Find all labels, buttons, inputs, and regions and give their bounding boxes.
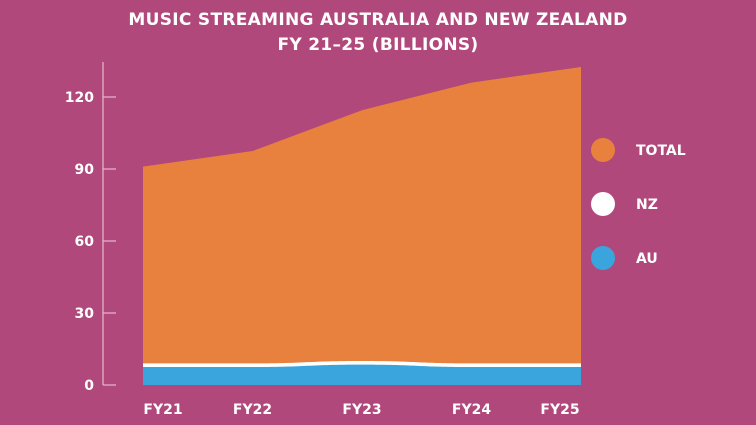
legend-label-au: AU [636, 251, 658, 267]
legend-marker-nz [591, 192, 615, 216]
x-tick-label: FY24 [452, 402, 491, 418]
y-tick-label: 30 [75, 306, 95, 322]
legend-label-total: TOTAL [636, 143, 686, 159]
y-tick-label: 0 [84, 378, 94, 394]
chart-title-line1: MUSIC STREAMING AUSTRALIA AND NEW ZEALAN… [128, 10, 628, 30]
legend-marker-total [591, 138, 615, 162]
chart-subtitle: FY 21–25 (BILLIONS) [277, 35, 479, 55]
chart-title: MUSIC STREAMING AUSTRALIA AND NEW ZEALAN… [0, 8, 756, 58]
y-tick-label: 90 [75, 162, 95, 178]
legend-label-nz: NZ [636, 197, 658, 213]
legend-marker-au [591, 246, 615, 270]
y-tick-label: 120 [65, 90, 94, 106]
area-au [143, 364, 581, 385]
x-tick-label: FY23 [342, 402, 381, 418]
x-tick-label: FY25 [540, 402, 579, 418]
x-tick-label: FY22 [233, 402, 272, 418]
area-total [143, 67, 581, 385]
x-tick-label: FY21 [143, 402, 182, 418]
y-tick-label: 60 [75, 234, 95, 250]
